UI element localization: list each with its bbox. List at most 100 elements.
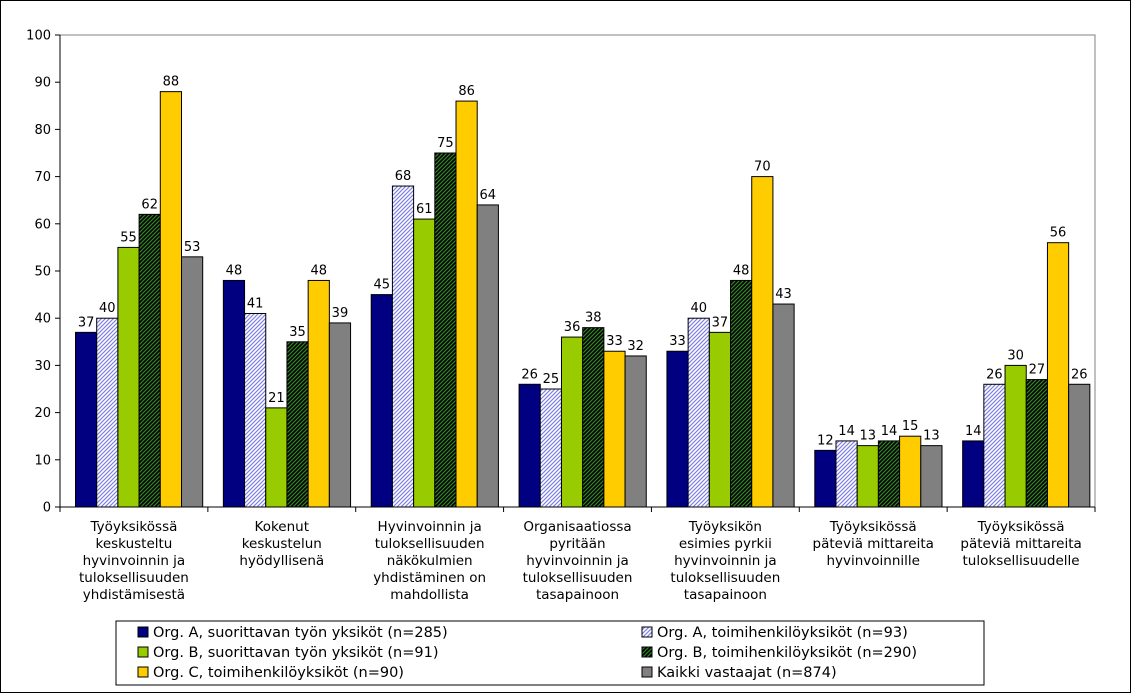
x-category-label-line: tuloksellisuuden — [375, 536, 485, 552]
bar — [539, 388, 562, 508]
data-label: 27 — [1029, 363, 1046, 378]
bar — [962, 440, 985, 508]
x-category-label-line: Kokenut — [255, 519, 310, 535]
x-category-label-line: keskustelun — [242, 536, 322, 552]
x-category-label-line: yhdistämisestä — [83, 587, 185, 603]
x-category-label: Organisaatiossa pyritään hyvinvoinnin ja tu… — [523, 519, 633, 603]
data-label: 21 — [268, 391, 285, 406]
data-label: 13 — [923, 429, 940, 444]
x-category-label-line: päteviä mittareita — [813, 536, 934, 552]
legend-swatch — [137, 646, 149, 658]
bar — [877, 440, 901, 508]
data-label: 26 — [1071, 367, 1088, 382]
bar — [286, 341, 309, 508]
x-category-label-line: tuloksellisuuden — [523, 570, 633, 586]
x-category-label-line: Työyksikön — [688, 519, 762, 535]
bar — [117, 246, 140, 508]
legend-swatch — [641, 626, 653, 638]
x-category-label-line: tuloksellisuuden — [670, 570, 780, 586]
data-label: 55 — [120, 230, 137, 245]
x-category-label-line: tasapainoon — [536, 587, 619, 603]
data-label: 62 — [141, 197, 158, 212]
data-label: 41 — [247, 296, 264, 311]
x-category-label: Työyksikössä päteviä mittareita tulokselli… — [960, 519, 1081, 569]
bar — [434, 152, 457, 508]
legend-swatch — [641, 646, 653, 658]
legend-label: Org. B, suorittavan työn yksiköt (n=91) — [153, 645, 438, 661]
x-category-label: Hyvinvoinnin ja tuloksellisuuden näkökulmi… — [373, 519, 486, 603]
y-tick-label: 10 — [34, 453, 51, 468]
x-category-label-line: päteviä mittareita — [960, 536, 1081, 552]
bar — [835, 440, 858, 508]
bar — [582, 327, 605, 508]
bar — [1046, 242, 1070, 508]
x-category-label: Työyksikössä päteviä mittareita hyvinvoinn… — [813, 519, 934, 569]
data-label: 35 — [289, 325, 306, 340]
data-label: 26 — [986, 367, 1003, 382]
y-tick-label: 70 — [34, 170, 51, 185]
legend-label: Org. C, toimihenkilöyksiköt (n=90) — [153, 665, 404, 681]
data-label: 75 — [437, 136, 454, 151]
data-label: 53 — [184, 240, 201, 255]
legend-swatch — [641, 666, 653, 678]
bar — [751, 176, 774, 508]
x-category-label-line: Hyvinvoinnin ja — [378, 519, 482, 535]
bar — [856, 445, 879, 508]
bar — [222, 279, 246, 508]
bar — [983, 383, 1006, 508]
data-label: 48 — [733, 263, 750, 278]
data-label: 39 — [332, 306, 349, 321]
bar — [899, 435, 922, 508]
bar — [560, 336, 584, 508]
x-category-label-line: hyvinvoinnin ja — [83, 553, 186, 569]
bar — [159, 91, 183, 508]
y-tick-label: 60 — [34, 217, 51, 232]
legend-label: Org. A, toimihenkilöyksiköt (n=93) — [657, 625, 908, 641]
y-tick-label: 0 — [43, 501, 51, 516]
x-category-label-line: Organisaatiossa — [523, 519, 631, 535]
data-label: 14 — [838, 424, 855, 439]
data-label: 14 — [881, 424, 898, 439]
y-tick-label: 100 — [26, 29, 51, 44]
bar — [370, 294, 393, 508]
data-label: 36 — [564, 320, 581, 335]
y-tick-label: 80 — [34, 123, 51, 138]
y-tick-label: 40 — [34, 312, 51, 327]
bar — [455, 100, 478, 508]
y-tick-label: 20 — [34, 406, 51, 421]
data-label: 70 — [754, 160, 771, 175]
data-label: 61 — [416, 202, 433, 217]
bar — [244, 312, 267, 508]
legend-swatch — [137, 626, 149, 638]
bar — [814, 449, 837, 508]
legend-label: Org. A, suorittavan työn yksiköt (n=285) — [153, 625, 448, 641]
legend-label: Org. B, toimihenkilöyksiköt (n=290) — [657, 645, 917, 661]
legend-swatch — [137, 666, 149, 678]
data-label: 64 — [480, 188, 497, 203]
data-label: 48 — [310, 263, 327, 278]
x-category-label-line: mahdollista — [390, 587, 469, 603]
x-category-label-line: Työyksikössä — [89, 519, 177, 535]
data-label: 68 — [395, 169, 412, 184]
data-label: 37 — [78, 315, 95, 330]
data-label: 25 — [543, 372, 560, 387]
bar — [1004, 364, 1027, 508]
bar — [391, 185, 415, 508]
bar — [624, 355, 647, 508]
data-label: 13 — [860, 429, 877, 444]
x-category-label-line: hyvinvoinnin ja — [526, 553, 629, 569]
x-category-label-line: keskusteltu — [95, 536, 172, 552]
legend-box — [115, 620, 985, 686]
x-category-label: Työyksikössä keskusteltu hyvinvoinnin ja tu… — [79, 519, 189, 603]
data-label: 15 — [902, 419, 919, 434]
x-category-label-line: Työyksikössä — [977, 519, 1065, 535]
x-category-label: Kokenut keskustelun hyödyllisenä — [239, 519, 324, 569]
data-label: 33 — [606, 334, 623, 349]
x-category-label-line: hyödyllisenä — [239, 553, 324, 569]
data-label: 14 — [965, 424, 982, 439]
data-label: 40 — [690, 301, 707, 316]
x-category-label-line: hyvinvoinnille — [826, 553, 920, 569]
x-category-label-line: pyritään — [549, 536, 605, 552]
x-category-label-line: tuloksellisuuden — [79, 570, 189, 586]
